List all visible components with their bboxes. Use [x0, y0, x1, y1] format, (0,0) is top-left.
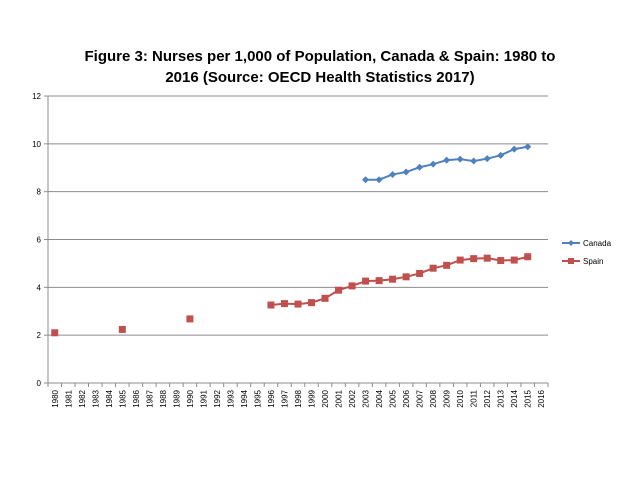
data-point-canada	[524, 143, 532, 151]
x-tick-label: 2012	[483, 389, 492, 407]
x-tick-label: 1994	[240, 389, 249, 407]
x-tick-label: 1987	[145, 389, 154, 407]
x-tick-label: 1998	[294, 389, 303, 407]
legend-label-spain: Spain	[583, 257, 603, 266]
x-tick-label: 1988	[159, 389, 168, 407]
data-point-spain	[524, 253, 532, 261]
x-tick-label: 1989	[172, 389, 181, 407]
y-axis-ticks: 0 2 4 6 8 10 12	[32, 92, 41, 388]
data-point-canada	[497, 151, 505, 159]
x-tick-label: 1999	[308, 389, 317, 407]
chart-title-line-1: Figure 3: Nurses per 1,000 of Population…	[84, 48, 556, 65]
y-tick-label: 6	[37, 236, 42, 245]
data-point-spain	[186, 315, 194, 323]
legend-marker-spain	[568, 258, 574, 264]
x-tick-label: 2000	[321, 389, 330, 407]
legend-marker-canada	[568, 240, 574, 246]
series-canada	[362, 143, 532, 184]
x-tick-label: 1985	[118, 389, 127, 407]
y-tick-label: 4	[37, 283, 42, 292]
x-tick-label: 2004	[375, 389, 384, 407]
data-point-spain	[402, 273, 410, 281]
y-tick-label: 10	[32, 140, 41, 149]
chart-title-line-2: 2016 (Source: OECD Health Statistics 201…	[165, 69, 475, 86]
data-point-spain	[294, 300, 302, 308]
data-point-spain	[416, 269, 424, 277]
series-line-spain	[270, 255, 528, 307]
data-point-spain	[267, 301, 275, 309]
x-tick-label: 1997	[280, 389, 289, 407]
x-tick-label: 1981	[64, 389, 73, 407]
series-spain	[51, 253, 532, 337]
y-tick-label: 2	[37, 331, 42, 340]
data-point-spain	[280, 300, 288, 308]
data-point-canada	[389, 170, 397, 178]
gridlines	[48, 95, 548, 336]
data-point-canada	[402, 168, 410, 176]
x-axis-ticks: 1980 1981 1982 1983 1984 1985 1986 1987 1988 1989…	[51, 389, 546, 407]
data-point-canada	[456, 155, 464, 163]
x-tick-label: 2011	[470, 389, 479, 407]
data-point-canada	[375, 176, 383, 184]
x-tick-label: 2016	[537, 389, 546, 407]
x-tick-label: 1982	[78, 389, 87, 407]
data-point-canada	[429, 160, 437, 168]
legend-item-canada: Canada	[562, 239, 612, 248]
x-tick-label: 1990	[186, 389, 195, 407]
data-point-spain	[362, 277, 370, 285]
y-tick-label: 8	[37, 188, 42, 197]
data-point-spain	[348, 282, 356, 290]
legend: Canada Spain	[562, 239, 612, 266]
x-tick-label: 1986	[132, 389, 141, 407]
legend-item-spain: Spain	[562, 257, 603, 266]
x-tick-label: 1983	[91, 389, 100, 407]
series	[51, 143, 532, 337]
y-tick-label: 0	[37, 379, 42, 388]
data-point-canada	[510, 145, 518, 153]
x-tick-label: 1996	[267, 389, 276, 407]
data-point-spain	[335, 286, 343, 294]
data-point-spain	[51, 329, 59, 337]
x-tick-label: 2001	[335, 389, 344, 407]
data-point-spain	[308, 299, 316, 307]
data-point-spain	[443, 261, 451, 269]
x-tick-label: 2007	[416, 389, 425, 407]
x-tick-label: 2003	[362, 389, 371, 407]
data-point-canada	[416, 163, 424, 171]
data-point-canada	[362, 176, 370, 184]
chart-title: Figure 3: Nurses per 1,000 of Population…	[60, 46, 580, 88]
x-tick-label: 2002	[348, 389, 357, 407]
data-point-spain	[375, 277, 383, 285]
x-tick-label: 2014	[510, 389, 519, 407]
data-point-spain	[510, 256, 518, 264]
x-tick-label: 1980	[51, 389, 60, 407]
data-point-spain	[321, 294, 329, 302]
data-point-spain	[389, 275, 397, 283]
x-tick-label: 1993	[226, 389, 235, 407]
data-point-canada	[483, 155, 491, 163]
legend-label-canada: Canada	[583, 239, 612, 248]
x-tick-label: 2009	[443, 389, 452, 407]
data-point-canada	[443, 156, 451, 164]
x-tick-label: 1992	[213, 389, 222, 407]
x-tick-label: 1984	[105, 389, 114, 407]
x-tick-label: 2008	[429, 389, 438, 407]
x-tick-label: 1995	[253, 389, 262, 407]
data-point-spain	[118, 325, 126, 333]
x-tick-label: 2015	[524, 389, 533, 407]
y-tick-label: 12	[32, 92, 41, 101]
data-point-spain	[429, 264, 437, 272]
x-tick-label: 2006	[402, 389, 411, 407]
data-point-spain	[456, 256, 464, 264]
x-tick-label: 1991	[199, 389, 208, 407]
data-point-spain	[497, 257, 505, 265]
x-tick-label: 2005	[389, 389, 398, 407]
axes	[44, 95, 549, 387]
data-point-spain	[483, 254, 491, 262]
data-point-spain	[470, 255, 478, 263]
x-tick-label: 2010	[456, 389, 465, 407]
x-tick-label: 2013	[497, 389, 506, 407]
data-point-canada	[470, 157, 478, 165]
